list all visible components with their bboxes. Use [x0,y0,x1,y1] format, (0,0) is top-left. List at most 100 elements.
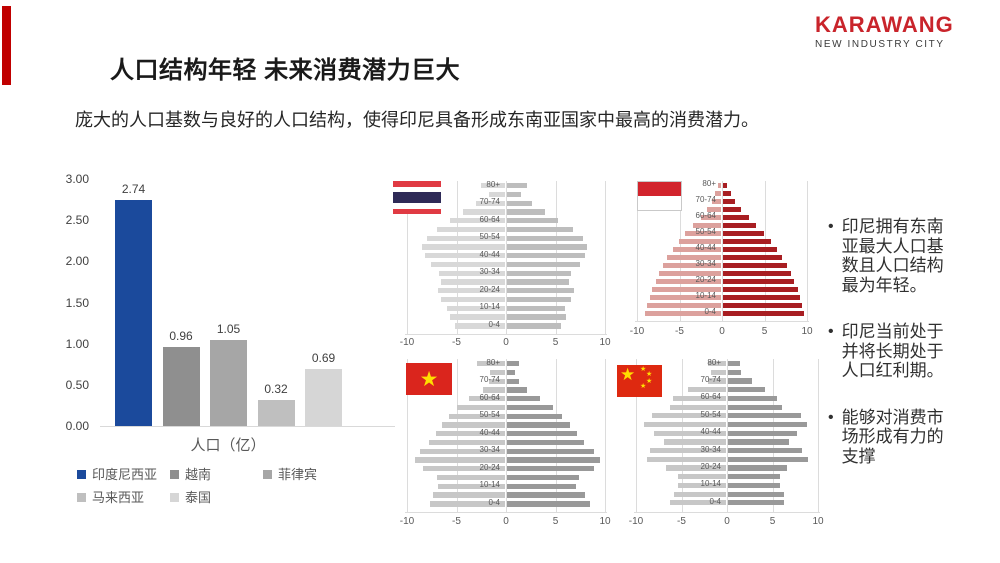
gridline [407,359,408,512]
pyramid-bar-right [507,483,577,489]
x-axis-tick-label: -10 [628,516,644,527]
pyramid-bar-left [678,239,721,244]
age-group-label: 0-4 [709,496,721,506]
pyramid-bar-right [723,263,787,268]
pyramid-bar-right [507,422,571,428]
pyramid-bar-left [652,287,721,292]
age-group-label: 70-74 [700,375,721,385]
pyramid-bar-right [507,288,575,294]
bar-马来西亚 [257,399,295,426]
pyramid-bar-left [663,263,721,268]
legend-swatch-icon [170,492,179,502]
pyramid-bar-left [669,404,726,410]
legend-item-马来西亚: 马来西亚 [77,487,170,506]
pyramid-bar-right [507,448,595,454]
key-point-text: 能够对消费市 场形成有力的 支撑 [841,407,944,466]
pyramid-bar-right [507,261,581,268]
pyramid-bar-right [507,253,586,259]
x-axis-tick-label: -10 [629,326,645,337]
pyramid-bar-right [507,501,591,507]
pyramid-bar-right [723,247,777,252]
pyramid-bar-left [448,413,505,419]
pyramid-bar-left [677,482,726,489]
y-axis-tick-label: 2.50 [65,213,89,228]
pyramid-bar-left [672,247,721,252]
pyramid-bar-right [728,387,766,393]
pyramid-bar-right [507,492,586,498]
age-group-label: 50-54 [479,232,500,242]
pyramid-bar-left [649,448,726,454]
flag-stripe [393,208,441,214]
pyramid-bar-left [440,296,505,303]
y-axis-tick-label: 1.00 [65,336,89,351]
age-group-label: 0-4 [488,319,500,329]
flag-stripe [638,196,681,210]
pyramid-bar-right [507,404,553,411]
red-accent-bar [2,6,11,85]
x-axis-line [634,512,820,513]
pyramid-bar-left [670,500,726,506]
bar-value-label: 0.32 [264,381,288,396]
thailand-flag [393,181,441,214]
pyramid-bar-right [507,209,545,215]
pyramid-bar-left [436,474,505,481]
pyramid-bar-left [437,288,505,294]
pyramid-bar-left [476,200,505,206]
legend-swatch-icon [77,469,86,479]
pyramid-bar-left [665,465,726,471]
x-axis-tick-label: 0 [724,516,730,527]
x-axis-tick-label: 0 [719,326,725,337]
pyramid-bar-right [728,404,782,410]
pyramid-bar-right [507,323,562,329]
x-axis-tick-label: -5 [677,516,686,527]
pyramid-bar-left [438,270,505,276]
x-axis-tick-label: 5 [761,326,768,337]
age-group-label: 20-24 [479,462,500,472]
pyramid-bar-right [723,287,798,292]
pyramid-bar-right [507,314,567,320]
legend-label: 泰国 [185,490,212,505]
pyramid-bar-right [728,413,801,419]
pyramid-bar-right [507,305,566,311]
x-axis-tick-label: -10 [399,337,415,348]
y-axis-tick-label: 3.00 [65,172,89,186]
pyramid-bar-right [507,191,521,198]
pyramid-bar-left [677,474,726,480]
age-group-label: 10-14 [479,480,500,490]
population-bar-chart: 3.00 2.50 2.00 1.50 1.00 0.50 0.00 2.74 0.96 1.05… [55,170,400,465]
bullet-icon: • [828,218,834,235]
pyramid-bar-left [685,231,721,236]
age-group-label: 70-74 [479,375,500,385]
pyramid-bar-right [507,413,563,419]
pyramid-bar-right [728,491,784,497]
age-group-label: 20-24 [695,275,716,285]
china-flag: ★ ★ ★ ★ ★ [617,365,662,397]
pyramid-bar-right [723,199,735,204]
x-axis-tick-label: 10 [801,326,813,337]
pyramid-bar-right [723,271,791,276]
x-axis-tick-label: -5 [452,516,461,527]
pyramid-bar-right [728,482,780,489]
pyramid-bar-left [477,361,505,367]
pyramid-bar-right [507,244,588,250]
x-axis-tick-label: -5 [675,326,684,337]
key-point-text: 印尼拥有东南 亚最大人口基 数且人口结构 最为年轻。 [841,217,944,295]
pyramid-bar-right [507,387,527,393]
age-group-label: 0-4 [488,497,500,507]
gridline [407,181,408,334]
pyramid-bar-left [667,255,721,260]
x-axis-title: 人口（亿） [190,437,266,454]
age-group-label: 30-34 [479,445,500,455]
pyramid-bar-left [707,378,726,384]
pyramid-bar-left [414,457,505,463]
key-point: • 能够对消费市 场形成有力的 支撑 [828,408,988,467]
pyramid-bar-left [441,422,505,428]
legend-item-印度尼西亚: 印度尼西亚 [77,464,170,483]
legend-label: 越南 [185,467,212,482]
flag-stripe [393,203,441,209]
small-star-icon: ★ [646,371,653,378]
pyramid-bar-right [728,395,778,402]
y-axis-tick-label: 1.50 [65,295,89,310]
pyramid-bar-left [432,492,505,498]
